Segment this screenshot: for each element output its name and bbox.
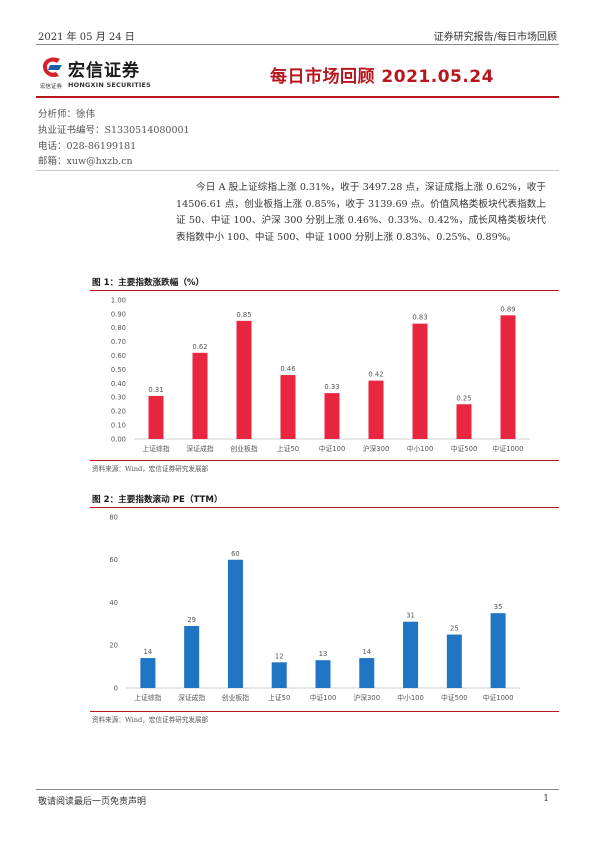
chart2-bar	[359, 658, 375, 688]
chart2-bar	[315, 660, 331, 688]
chart1-ytick-label: 0.70	[111, 338, 126, 346]
chart1-bar	[500, 315, 516, 439]
analyst-name: 分析师：徐伟	[38, 109, 96, 120]
chart2-ytick-label: 60	[109, 556, 118, 564]
chart2-data-label: 25	[450, 625, 459, 633]
chart2-data-label: 29	[187, 616, 196, 624]
chart2-category-label: 创业板指	[222, 693, 249, 702]
chart1-ytick-label: 0.20	[111, 408, 126, 416]
analyst-phone: 电话：028-86199181	[38, 141, 137, 152]
chart1-ytick-label: 0.60	[111, 352, 126, 360]
chart2-bar	[227, 559, 243, 688]
chart1-category-label: 中小100	[407, 444, 434, 453]
chart1-category-label: 深证成指	[186, 444, 213, 453]
chart2-category-label: 中证500	[441, 693, 468, 702]
chart1-bar	[148, 395, 164, 439]
logo-mark-icon	[42, 57, 62, 78]
title-divider	[36, 96, 559, 98]
chart1-ytick-label: 0.90	[111, 310, 126, 318]
chart1-bar	[456, 404, 472, 439]
figure-2-title-rule	[90, 507, 559, 508]
logo-name-cn: 宏信证券	[68, 61, 140, 81]
chart1-category-label: 沪深300	[363, 444, 390, 453]
figure-1-source: 资料来源：Wind，宏信证券研究发展部	[92, 465, 209, 473]
figure-2-source: 资料来源：Wind，宏信证券研究发展部	[92, 716, 209, 724]
report-title: 每日市场回顾 2021.05.24	[270, 67, 494, 87]
chart1-data-label: 0.62	[192, 343, 207, 351]
figure-1-source-rule	[90, 460, 559, 461]
chart1-ytick-label: 0.10	[111, 422, 126, 430]
chart1-category-label: 中证100	[319, 444, 346, 453]
chart2-ytick-label: 80	[109, 513, 118, 521]
chart1-data-label: 0.85	[236, 311, 251, 319]
chart1-category-label: 上证50	[277, 444, 299, 453]
chart2-data-label: 31	[406, 612, 415, 620]
figure-1-title: 图 1：主要指数涨跌幅（%）	[92, 278, 205, 288]
chart2-bar	[140, 658, 156, 688]
chart2-ytick-label: 0	[114, 684, 118, 692]
chart1-bar	[192, 352, 208, 439]
chart1-data-label: 0.42	[368, 371, 383, 379]
chart2-data-label: 13	[319, 650, 328, 658]
chart2-bar	[403, 621, 419, 688]
chart1-bar	[280, 375, 296, 439]
figure-1-chart: 0.00 0.10 0.20 0.30 0.40 0.50 0.60 0.70 0.80 0.90…	[111, 296, 530, 453]
chart1-data-label: 0.46	[280, 365, 295, 373]
chart1-bar	[412, 323, 428, 439]
chart2-bar	[490, 613, 506, 688]
chart2-category-label: 中证1000	[483, 693, 514, 702]
chart1-bar	[236, 320, 252, 439]
figure-2-chart: 0 20 40 60 80 14 上证综指 29 深证成指 60 创业板指 12 上证50 13 中证100…	[109, 513, 520, 702]
chart1-data-label: 0.25	[456, 394, 471, 402]
figure-2-title: 图 2：主要指数滚动 PE（TTM）	[92, 495, 223, 505]
chart1-category-label: 中证1000	[493, 444, 524, 453]
chart1-data-label: 0.31	[148, 386, 163, 394]
chart1-category-label: 上证综指	[142, 444, 169, 453]
analyst-email: 邮箱：xuw@hxzb.cn	[38, 156, 133, 167]
market-summary: 今日 A 股上证综指上涨 0.31%，收于 3497.28 点，深证成指上涨 0…	[176, 182, 546, 243]
chart2-data-label: 14	[362, 648, 371, 656]
chart2-data-label: 14	[144, 648, 153, 656]
logo-name-small: 宏信证券	[40, 84, 63, 90]
chart1-data-label: 0.33	[324, 383, 339, 391]
figure-1-title-rule	[90, 290, 559, 291]
chart1-category-label: 中证500	[451, 444, 478, 453]
footer-disclaimer: 敬请阅读最后一页免责声明	[38, 797, 147, 807]
figure-2-source-rule	[90, 711, 559, 712]
company-logo: 宏信证券 宏信证券 HONGXIN SECURITIES	[38, 54, 168, 94]
author-divider	[36, 170, 559, 171]
chart2-ytick-label: 40	[109, 599, 118, 607]
page-number: 1	[543, 794, 549, 804]
chart2-category-label: 中证100	[310, 693, 337, 702]
header-divider	[36, 44, 559, 45]
chart2-category-label: 沪深300	[353, 693, 380, 702]
chart1-data-label: 0.89	[500, 305, 515, 313]
chart1-data-label: 0.83	[412, 314, 427, 322]
header-date: 2021 年 05 月 24 日	[38, 32, 135, 43]
chart1-ytick-label: 0.30	[111, 394, 126, 402]
logo-name-en: HONGXIN SECURITIES	[68, 81, 152, 89]
chart2-bar	[446, 634, 462, 688]
analyst-license: 执业证书编号：S1330514080001	[38, 125, 190, 136]
chart1-ytick-label: 0.80	[111, 324, 126, 332]
chart2-bar	[184, 626, 200, 688]
chart1-ytick-label: 0.50	[111, 366, 126, 374]
chart2-category-label: 中小100	[397, 693, 424, 702]
chart2-category-label: 上证50	[268, 693, 290, 702]
chart1-ytick-label: 1.00	[111, 296, 126, 304]
chart2-data-label: 35	[494, 603, 503, 611]
chart1-ytick-label: 0.00	[111, 435, 126, 443]
chart2-ytick-label: 20	[109, 642, 118, 650]
chart2-bar	[271, 662, 287, 688]
chart1-category-label: 创业板指	[230, 444, 257, 453]
chart2-data-label: 60	[231, 550, 240, 558]
footer-divider	[36, 789, 559, 790]
header-category: 证券研究报告/每日市场回顾	[433, 32, 557, 43]
chart2-category-label: 深证成指	[178, 693, 205, 702]
chart1-bar	[324, 393, 340, 439]
chart2-category-label: 上证综指	[134, 693, 161, 702]
chart2-data-label: 12	[275, 652, 284, 660]
chart1-bar	[368, 380, 384, 439]
chart1-ytick-label: 0.40	[111, 380, 126, 388]
